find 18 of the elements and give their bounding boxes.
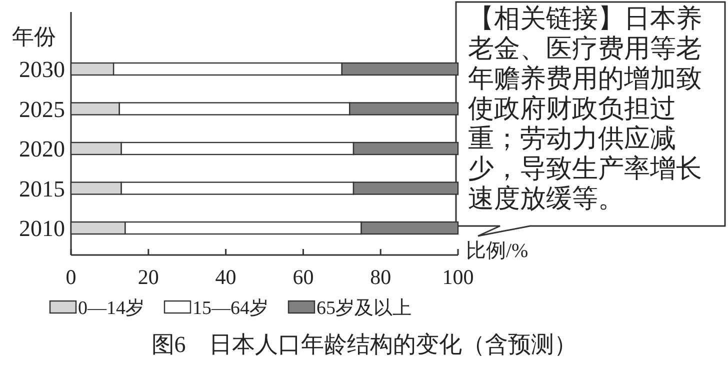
x-tick-label: 40 — [215, 265, 236, 289]
x-axis-title: 比例/% — [466, 240, 528, 262]
text: 图6 日本人口年龄结构的变化（含预测） — [151, 332, 577, 357]
x-tick-label: 20 — [138, 265, 159, 289]
y-tick-label: 2020 — [19, 136, 65, 162]
legend-label: 65岁及以上 — [316, 298, 412, 319]
text: 【相关链接】日本养老金、医疗费用等老年赡养费用的增加致使政府财政负担过重；劳动力供应减少，导致生产率增长速度放缓等。 — [468, 4, 703, 214]
y-axis-title: 年份 — [12, 24, 56, 49]
legend-label: 15—64岁 — [192, 298, 268, 319]
x-tick-label: 0 — [66, 265, 76, 289]
y-tick-label: 2010 — [19, 216, 65, 241]
y-tick-label: 2030 — [19, 57, 65, 82]
y-tick-label: 2025 — [19, 96, 65, 122]
x-tick-label: 100 — [442, 265, 474, 289]
x-tick-label: 80 — [370, 265, 392, 289]
x-tick-label: 60 — [292, 265, 314, 289]
y-tick-label: 2015 — [19, 176, 65, 202]
legend-label: 0—14岁 — [78, 298, 144, 319]
